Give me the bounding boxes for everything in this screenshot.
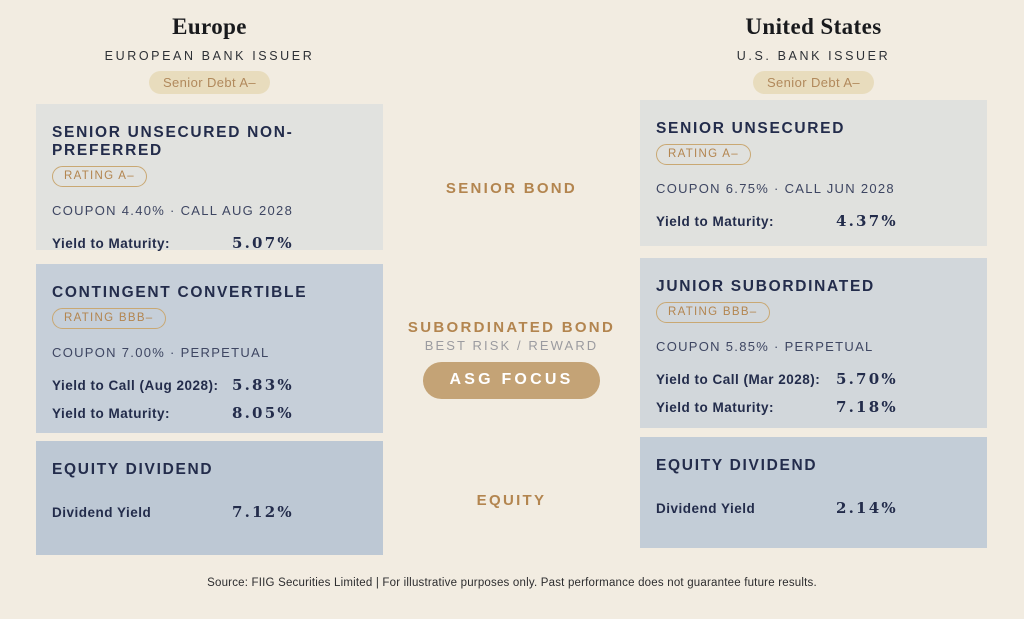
us-equity-card: EQUITY DIVIDEND Dividend Yield 2.14% <box>640 437 987 548</box>
yield-row: Yield to Call (Aug 2028): 5.83% <box>52 376 367 394</box>
source-disclaimer: Source: FIIG Securities Limited | For il… <box>207 577 817 589</box>
asg-focus-badge: ASG FOCUS <box>422 362 601 399</box>
yield-value: 7.18% <box>836 398 898 416</box>
yield-row: Yield to Call (Mar 2028): 5.70% <box>656 370 971 388</box>
europe-issuer-label: EUROPEAN BANK ISSUER <box>104 49 315 63</box>
card-title: EQUITY DIVIDEND <box>52 461 214 478</box>
rating-badge: RATING BBB– <box>52 308 166 329</box>
europe-header: Europe EUROPEAN BANK ISSUER Senior Debt … <box>36 14 383 94</box>
yield-row: Dividend Yield 2.14% <box>656 499 971 517</box>
us-senior-bond-card: SENIOR UNSECURED RATING A– COUPON 6.75% … <box>640 100 987 246</box>
yield-row: Yield to Maturity: 7.18% <box>656 398 971 416</box>
subordinated-bond-tier-label: SUBORDINATED BOND <box>407 319 616 336</box>
coupon-terms: COUPON 6.75% · CALL JUN 2028 <box>656 181 895 196</box>
yield-value: 5.83% <box>232 376 294 394</box>
europe-title: Europe <box>172 14 247 39</box>
coupon-terms: COUPON 5.85% · PERPETUAL <box>656 339 874 354</box>
coupon-terms: COUPON 7.00% · PERPETUAL <box>52 345 270 360</box>
card-title: CONTINGENT CONVERTIBLE <box>52 284 308 301</box>
us-subordinated-bond-card: JUNIOR SUBORDINATED RATING BBB– COUPON 5… <box>640 258 987 428</box>
coupon-terms: COUPON 4.40% · CALL AUG 2028 <box>52 203 294 218</box>
yield-value: 2.14% <box>836 499 898 517</box>
europe-subordinated-bond-card: CONTINGENT CONVERTIBLE RATING BBB– COUPO… <box>36 264 383 433</box>
yield-label: Yield to Call (Aug 2028): <box>52 378 219 393</box>
card-title: SENIOR UNSECURED NON-PREFERRED <box>52 124 294 159</box>
best-risk-reward-note: BEST RISK / REWARD <box>424 338 599 353</box>
yield-label: Yield to Call (Mar 2028): <box>656 372 821 387</box>
equity-tier-label: EQUITY <box>476 492 547 509</box>
us-title: United States <box>745 14 882 39</box>
yield-row: Yield to Maturity: 8.05% <box>52 404 367 422</box>
yield-value: 7.12% <box>232 503 294 521</box>
yield-label: Dividend Yield <box>656 501 756 516</box>
yield-label: Yield to Maturity: <box>656 214 775 229</box>
card-title: JUNIOR SUBORDINATED <box>656 278 875 295</box>
us-senior-debt-badge: Senior Debt A– <box>752 71 875 94</box>
yield-label: Dividend Yield <box>52 505 152 520</box>
yield-label: Yield to Maturity: <box>52 406 171 421</box>
yield-value: 4.37% <box>836 212 898 230</box>
yield-row: Dividend Yield 7.12% <box>52 503 367 521</box>
rating-badge: RATING A– <box>656 144 751 165</box>
europe-equity-card: EQUITY DIVIDEND Dividend Yield 7.12% <box>36 441 383 555</box>
europe-senior-bond-card: SENIOR UNSECURED NON-PREFERRED RATING A–… <box>36 104 383 252</box>
yield-row: Yield to Maturity: 5.07% <box>52 234 367 252</box>
yield-value: 5.70% <box>836 370 898 388</box>
rating-badge: RATING A– <box>52 166 147 187</box>
card-title: EQUITY DIVIDEND <box>656 457 818 474</box>
yield-label: Yield to Maturity: <box>52 236 171 251</box>
us-header: United States U.S. BANK ISSUER Senior De… <box>640 14 987 94</box>
rating-badge: RATING BBB– <box>656 302 770 323</box>
card-title: SENIOR UNSECURED <box>656 120 846 137</box>
yield-value: 5.07% <box>232 234 294 252</box>
asg-focus-container: ASG FOCUS <box>383 362 640 399</box>
us-issuer-label: U.S. BANK ISSUER <box>736 49 891 63</box>
yield-label: Yield to Maturity: <box>656 400 775 415</box>
yield-value: 8.05% <box>232 404 294 422</box>
europe-senior-debt-badge: Senior Debt A– <box>148 71 271 94</box>
senior-bond-tier-label: SENIOR BOND <box>445 180 578 197</box>
yield-row: Yield to Maturity: 4.37% <box>656 212 971 230</box>
